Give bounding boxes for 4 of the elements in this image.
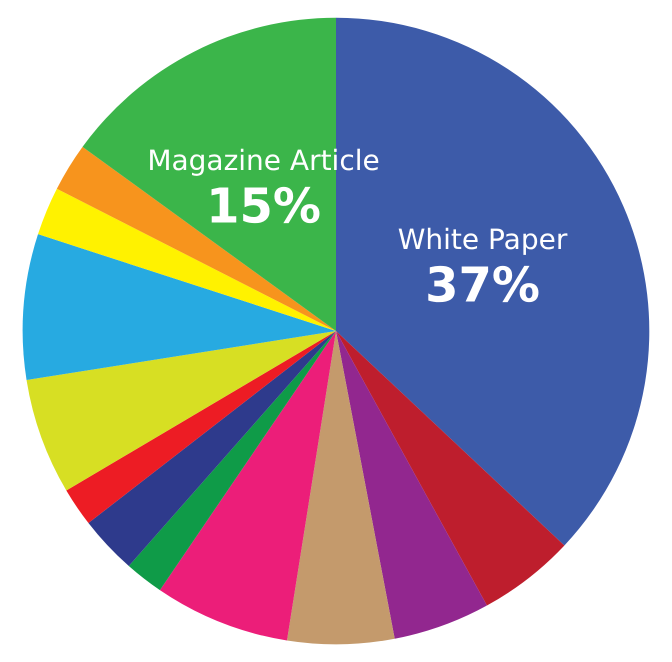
data-label: 15% xyxy=(206,178,321,235)
slice-label: White Paper xyxy=(398,223,568,256)
slice-label: Magazine Article xyxy=(147,144,380,178)
data-label: 37% xyxy=(425,258,540,314)
